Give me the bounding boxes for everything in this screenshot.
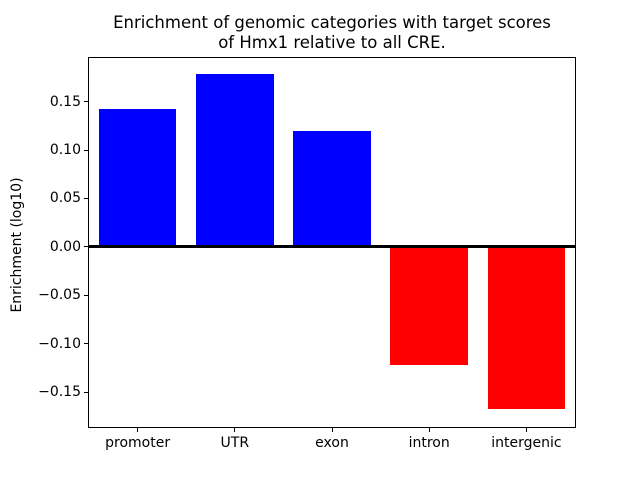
bar-UTR <box>195 74 274 247</box>
y-tick <box>84 149 89 151</box>
y-tick-label: −0.15 <box>38 384 81 401</box>
x-tick <box>234 427 236 432</box>
y-tick-label: −0.10 <box>38 335 81 352</box>
chart-title-line1: Enrichment of genomic categories with ta… <box>113 13 551 32</box>
bar-intergenic <box>487 246 566 409</box>
y-tick <box>84 294 89 296</box>
bar-exon <box>293 130 371 247</box>
y-tick-label: 0.00 <box>49 238 81 255</box>
bar-intron <box>390 246 469 365</box>
x-tick <box>525 427 527 432</box>
y-tick <box>84 246 89 248</box>
y-tick-label: −0.05 <box>38 287 81 304</box>
y-tick-label: 0.05 <box>49 190 81 207</box>
y-tick <box>84 391 89 393</box>
y-tick-label: 0.10 <box>49 142 81 158</box>
plot-area <box>88 57 576 428</box>
bar-promoter <box>98 109 177 247</box>
x-tick-label-UTR: UTR <box>220 435 250 451</box>
x-tick <box>137 427 139 432</box>
zero-line <box>89 245 575 249</box>
x-tick <box>331 427 333 432</box>
chart-title-line2: of Hmx1 relative to all CRE. <box>218 33 446 52</box>
y-tick <box>84 197 89 199</box>
x-tick-label-exon: exon <box>315 435 349 451</box>
x-tick-label-promoter: promoter <box>105 435 171 451</box>
x-tick-label-intron: intron <box>408 435 450 451</box>
y-tick <box>84 343 89 345</box>
y-tick-label: 0.15 <box>49 93 81 110</box>
y-tick <box>84 101 89 103</box>
chart-title: Enrichment of genomic categories with ta… <box>89 13 575 53</box>
x-tick <box>428 427 430 432</box>
x-tick-label-intergenic: intergenic <box>491 435 562 451</box>
